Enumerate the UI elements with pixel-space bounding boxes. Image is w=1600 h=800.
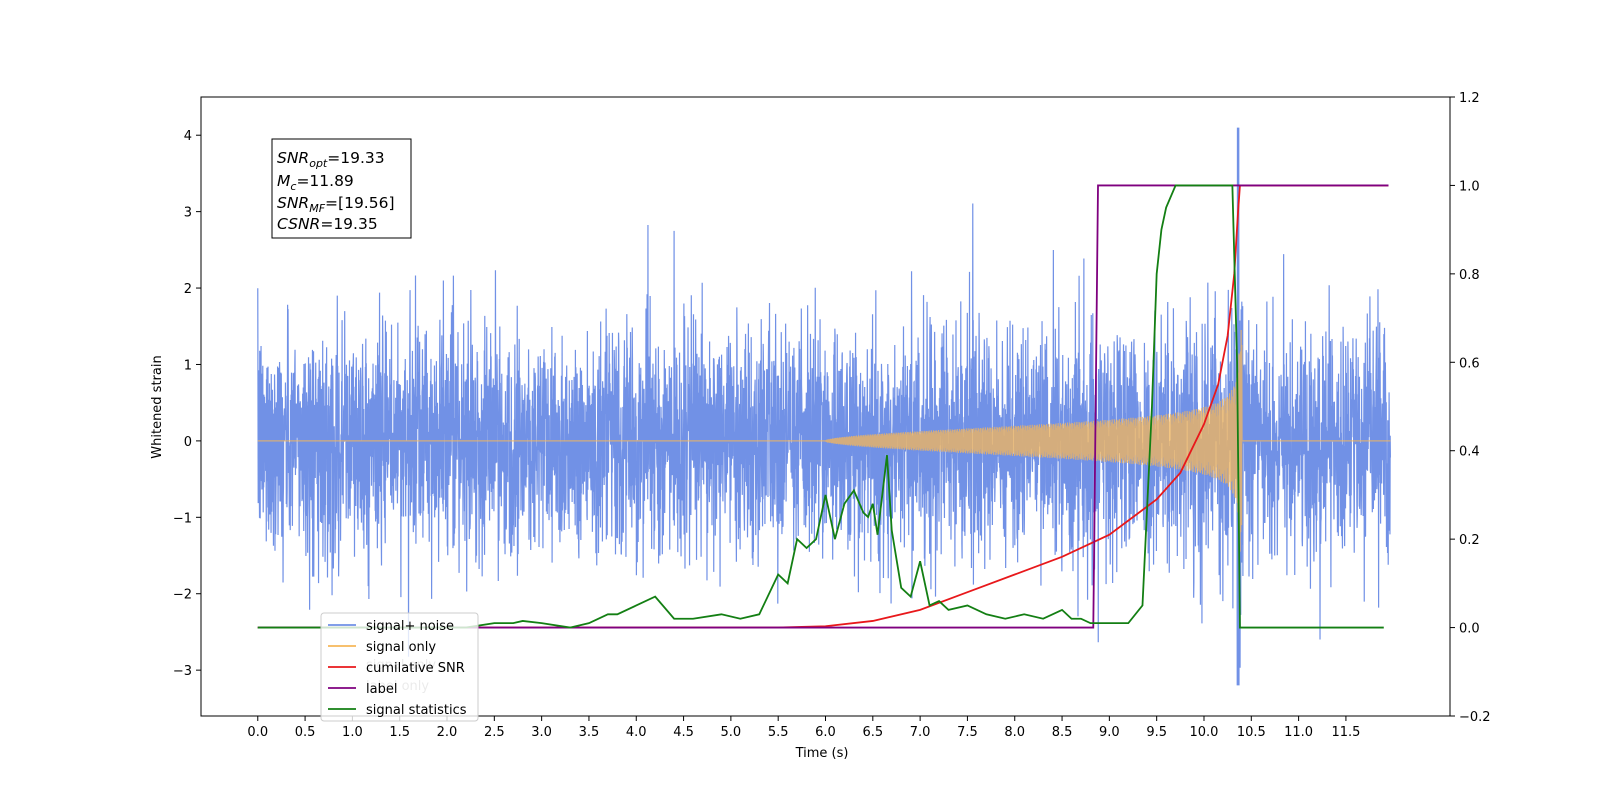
x-tick-label: 5.5 <box>768 725 789 740</box>
annotation-snr-mf: SNRMF=[19.56] <box>277 194 395 215</box>
legend-box <box>320 612 479 722</box>
x-tick-label: 6.5 <box>862 725 883 740</box>
x-tick-label: 5.0 <box>721 725 742 740</box>
x-tick-label: 1.0 <box>342 725 363 740</box>
x-tick-label: 9.5 <box>1146 725 1167 740</box>
y-tick-label: −1 <box>173 511 192 526</box>
y-tick-label: 0 <box>184 435 192 450</box>
legend-label-label: label <box>366 682 397 697</box>
y2-tick-label: 1.0 <box>1459 179 1480 194</box>
series-signal-plus-noise <box>257 127 1391 686</box>
y2-tick-label: 0.8 <box>1459 268 1480 283</box>
series-signal-statistics <box>257 184 1384 629</box>
x-axis: 0.0 0.5 1.0 1.5 2.0 2.5 3.0 3.5 4.0 4.5 5.0 5.5 6.0 6… <box>247 716 1360 740</box>
y-axis-title: Whitened strain <box>150 355 165 458</box>
x-tick-label: 4.5 <box>673 725 694 740</box>
x-tick-label: 9.0 <box>1099 725 1120 740</box>
annotation-csnr: CSNR=19.35 <box>277 215 378 233</box>
x-tick-label: 7.5 <box>957 725 978 740</box>
y2-tick-label: 1.2 <box>1459 91 1480 106</box>
x-tick-label: 3.5 <box>579 725 600 740</box>
y2-tick-label: 0.4 <box>1459 445 1480 460</box>
y2-tick-label: 0.0 <box>1459 622 1480 637</box>
x-tick-label: 2.5 <box>484 725 505 740</box>
x-tick-label: 11.5 <box>1331 725 1360 740</box>
x-tick-label: 0.0 <box>247 725 268 740</box>
y2-tick-label: 0.2 <box>1459 533 1480 548</box>
legend-label-cumulative: cumilative SNR <box>366 661 465 676</box>
legend-label-noise: signal+ noise <box>366 619 454 634</box>
x-tick-label: 8.0 <box>1004 725 1025 740</box>
annotation-box: SNRopt=19.33 Mc=11.89 SNRMF=[19.56] CSNR… <box>271 138 412 239</box>
x-tick-label: 7.0 <box>910 725 931 740</box>
legend-ghost-1: signal only <box>366 658 436 673</box>
y-axis-right: −0.2 0.0 0.2 0.4 0.6 0.8 1.0 1.2 <box>1450 91 1491 725</box>
x-tick-label: 0.5 <box>295 725 316 740</box>
legend-label-signal: signal only <box>366 640 436 655</box>
series-label <box>257 184 1389 629</box>
legend: signal only label only signal+ noise sig… <box>320 612 479 722</box>
x-axis-title: Time (s) <box>795 746 849 761</box>
annotation-mc: Mc=11.89 <box>277 172 354 193</box>
x-tick-label: 10.5 <box>1237 725 1266 740</box>
legend-label-stats: signal statistics <box>366 703 467 718</box>
x-tick-label: 11.0 <box>1284 725 1313 740</box>
x-tick-label: 1.5 <box>389 725 410 740</box>
y-tick-label: 1 <box>184 358 192 373</box>
annotation-snr-opt: SNRopt=19.33 <box>277 149 385 170</box>
legend-ghost-2: label only <box>366 679 429 694</box>
x-tick-label: 4.0 <box>626 725 647 740</box>
y-tick-label: 2 <box>184 282 192 297</box>
x-tick-label: 10.0 <box>1190 725 1219 740</box>
y-tick-label: −3 <box>173 664 192 679</box>
x-tick-label: 6.0 <box>815 725 836 740</box>
y-tick-label: 4 <box>184 129 192 144</box>
x-tick-label: 3.0 <box>531 725 552 740</box>
y-axis-left: −3 −2 −1 0 1 2 3 4 <box>173 129 201 679</box>
x-tick-label: 8.5 <box>1052 725 1073 740</box>
y2-tick-label: 0.6 <box>1459 356 1480 371</box>
y-tick-label: 3 <box>184 206 192 221</box>
y-tick-label: −2 <box>173 588 192 603</box>
x-tick-label: 2.0 <box>437 725 458 740</box>
y2-tick-label: −0.2 <box>1459 710 1491 725</box>
series-layer <box>257 127 1391 686</box>
